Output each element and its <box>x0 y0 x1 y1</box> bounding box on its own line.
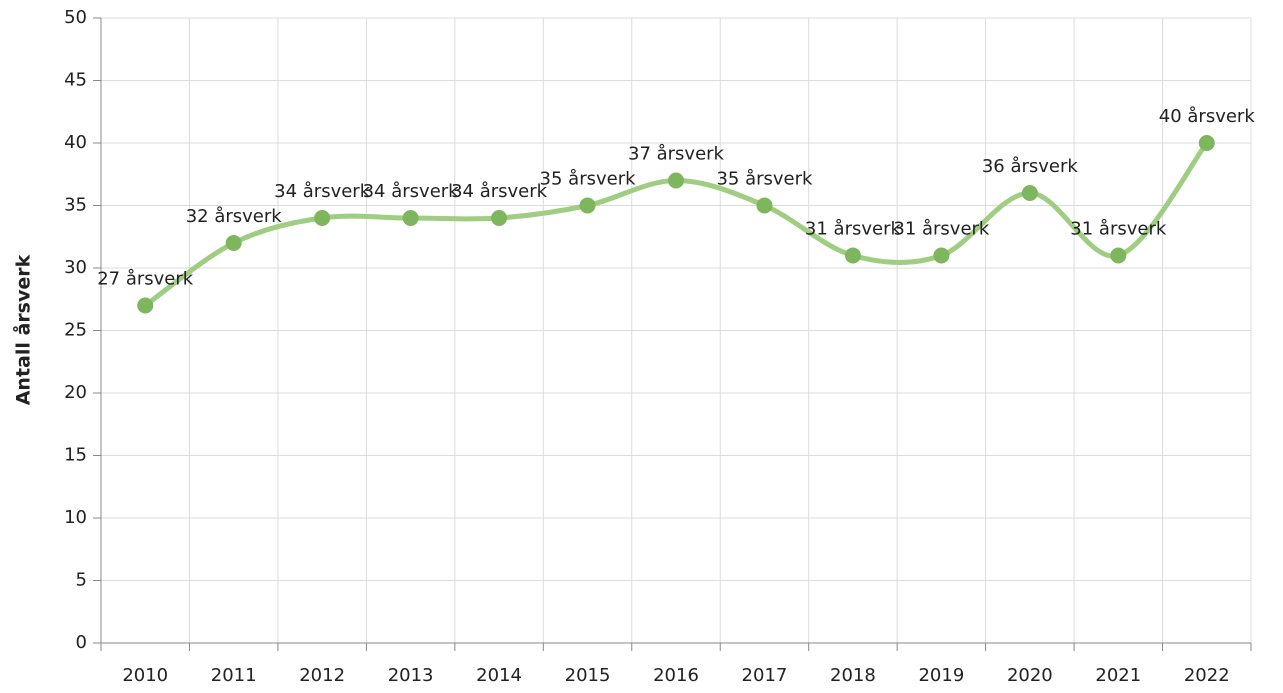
y-tick-label: 0 <box>76 632 87 653</box>
point <box>668 172 684 189</box>
data-label: 34 årsverk <box>451 181 548 202</box>
data-label: 36 årsverk <box>982 156 1079 177</box>
point <box>933 247 950 264</box>
y-tick-label: 40 <box>64 132 87 153</box>
y-tick-label: 45 <box>64 70 87 91</box>
y-axis-title: Antall årsverk <box>11 254 35 405</box>
x-tick-label: 2011 <box>211 665 257 686</box>
point <box>314 210 331 226</box>
data-label: 32 årsverk <box>186 206 283 227</box>
x-tick-label: 2015 <box>565 665 611 686</box>
data-label: 34 årsverk <box>274 181 371 202</box>
y-tick-label: 35 <box>64 195 87 216</box>
point <box>756 197 773 214</box>
x-tick-label: 2017 <box>742 665 788 686</box>
point <box>1021 185 1038 201</box>
x-tick-label: 2012 <box>299 665 345 686</box>
data-label: 34 årsverk <box>363 181 460 202</box>
y-tick-label: 30 <box>64 257 87 278</box>
point <box>579 197 596 214</box>
data-label: 35 årsverk <box>540 169 637 190</box>
x-tick-label: 2013 <box>388 665 434 686</box>
x-tick-label: 2010 <box>122 665 168 686</box>
y-tick-label: 50 <box>64 7 87 28</box>
y-tick-label: 25 <box>64 320 87 341</box>
x-tick-label: 2022 <box>1184 665 1230 686</box>
x-tick-label: 2019 <box>918 665 964 686</box>
data-label: 31 årsverk <box>1070 219 1167 240</box>
data-label: 27 årsverk <box>97 269 194 290</box>
x-tick-label: 2016 <box>653 665 699 686</box>
x-tick-label: 2018 <box>830 665 876 686</box>
point <box>1198 135 1215 151</box>
x-tick-label: 2021 <box>1095 665 1141 686</box>
point <box>844 247 861 264</box>
data-label: 37 årsverk <box>628 144 725 165</box>
point <box>225 235 242 251</box>
x-tick-label: 2014 <box>476 665 522 686</box>
point <box>137 297 154 314</box>
point <box>402 210 419 226</box>
data-label: 35 årsverk <box>716 169 813 190</box>
data-label: 40 årsverk <box>1159 106 1256 127</box>
data-label: 31 årsverk <box>805 219 902 240</box>
y-tick-label: 10 <box>64 507 87 528</box>
y-tick-label: 20 <box>64 382 87 403</box>
y-tick-label: 15 <box>64 445 87 466</box>
data-label: 31 årsverk <box>893 219 990 240</box>
point <box>1110 247 1127 264</box>
x-tick-label: 2020 <box>1007 665 1053 686</box>
point <box>491 210 508 226</box>
y-tick-label: 5 <box>76 570 87 591</box>
